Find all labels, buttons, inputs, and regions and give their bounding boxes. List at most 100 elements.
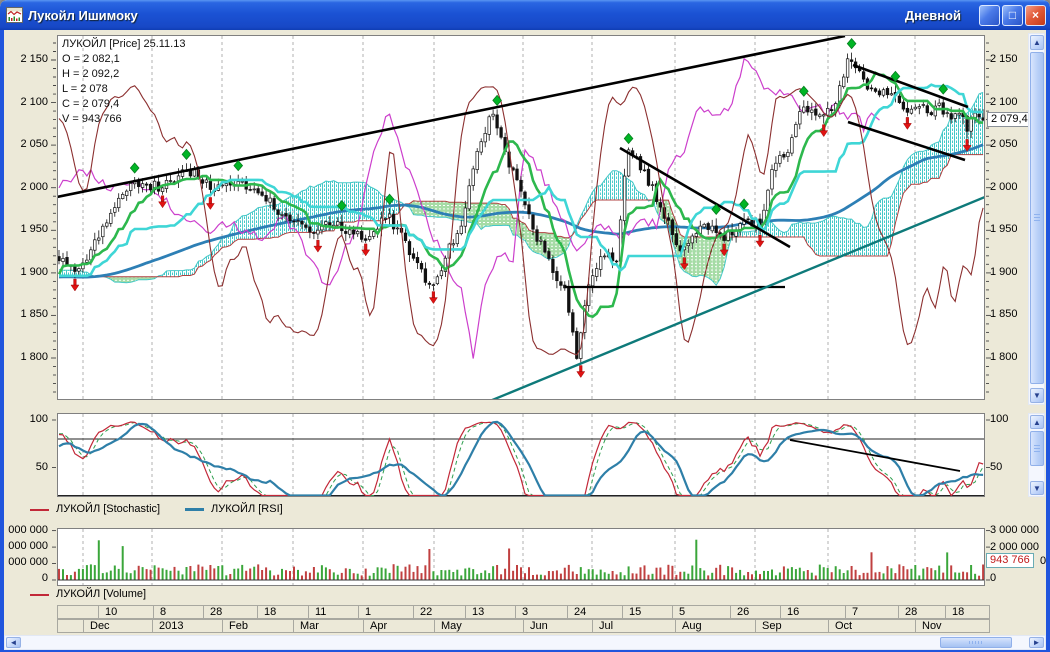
app-icon	[6, 7, 23, 23]
volume-chart-canvas[interactable]	[52, 528, 990, 586]
timeline-day-cell: 24	[567, 605, 622, 619]
timeline-day-cell: 13	[465, 605, 515, 619]
axis-tick-label: 1 950	[20, 223, 48, 236]
buy-signal-icon	[384, 193, 395, 205]
timeline-month-cell: May	[434, 619, 523, 633]
axis-tick-label: 1 850	[990, 308, 1018, 321]
timeline-day-cell: 28	[898, 605, 945, 619]
sell-signal-icon	[70, 278, 80, 292]
arrow-down-icon: ▼	[1033, 483, 1041, 493]
timeline-day-cell: 3	[515, 605, 567, 619]
info-open-line: O = 2 082,1	[62, 53, 120, 65]
sell-signal-icon	[755, 234, 765, 248]
sell-signal-icon	[576, 365, 586, 378]
window-edge-bottom	[0, 649, 1050, 652]
scroll-right-button[interactable]: ►	[1029, 637, 1044, 648]
axis-tick-label: 1 900	[20, 265, 48, 278]
timeline-month-cell: Oct	[828, 619, 915, 633]
axis-tick-label: 2 100	[20, 95, 48, 108]
timeline-day-cell: 18	[257, 605, 308, 619]
timeline-day-cell: 16	[780, 605, 845, 619]
buy-signal-icon	[798, 85, 809, 97]
timeline-day-cell: 5	[672, 605, 730, 619]
buy-signal-icon	[492, 94, 502, 106]
axis-tick-label: 1 800	[20, 350, 48, 363]
price-chart-canvas[interactable]	[51, 35, 991, 400]
buy-signal-icon	[129, 162, 140, 174]
axis-tick-label: 2 150	[20, 53, 48, 65]
stoch-legend-label: ЛУКОЙЛ [Stochastic]	[56, 503, 161, 515]
scroll-up-button[interactable]: ▲	[1030, 415, 1044, 429]
timeline-month-cell: Feb	[222, 619, 293, 633]
axis-tick-label: 2 050	[990, 138, 1018, 151]
timeline-month-cell: Apr	[363, 619, 434, 633]
info-low-line: L = 2 078	[62, 83, 108, 95]
timeline-month-cell: Dec	[83, 619, 152, 633]
thumb-grip	[1034, 444, 1040, 453]
timeline-day-cell: 7	[845, 605, 898, 619]
price-tag: 2 079,4	[987, 112, 1032, 127]
info-close-line: C = 2 079,4	[62, 98, 120, 110]
timeline-day-cell: 22	[413, 605, 465, 619]
axis-tick-label: 0	[41, 571, 48, 584]
close-icon: ×	[1031, 8, 1039, 22]
axis-tick-label: 000 000	[8, 555, 48, 568]
timeline-day-cell: 11	[308, 605, 358, 619]
stoch-legend-dash	[30, 509, 49, 511]
axis-tick-label: 50	[35, 460, 48, 473]
thumb-grip	[969, 641, 983, 644]
arrow-up-icon: ▲	[1033, 417, 1041, 427]
window-edge-right	[1046, 30, 1050, 652]
scroll-up-button[interactable]: ▲	[1030, 35, 1044, 50]
scroll-down-button[interactable]: ▼	[1030, 388, 1044, 403]
stoch-scrollbar-thumb[interactable]	[1030, 431, 1044, 466]
horizontal-scrollbar-thumb[interactable]	[940, 637, 1012, 648]
axis-tick-label: 000 000	[8, 523, 48, 536]
buy-signal-icon	[739, 198, 749, 210]
rsi-legend-dash	[185, 508, 204, 511]
stoch-chart-canvas[interactable]	[52, 413, 990, 497]
sell-signal-icon	[428, 291, 438, 305]
thumb-grip	[1034, 214, 1040, 222]
maximize-button[interactable]: □	[1002, 4, 1023, 26]
buy-signal-icon	[938, 83, 949, 95]
axis-tick-label: 50	[990, 460, 1003, 473]
info-symbol-line: ЛУКОЙЛ [Price] 25.11.13	[62, 38, 186, 50]
timeline-day-cell: 28	[203, 605, 257, 619]
timeline-month-cell: Jul	[592, 619, 675, 633]
timeline-day-cell	[57, 605, 98, 619]
arrow-right-icon: ►	[1032, 638, 1041, 647]
timeline-month-cell: Mar	[293, 619, 363, 633]
sell-signal-icon	[719, 243, 729, 257]
rsi-legend-label: ЛУКОЙЛ [RSI]	[211, 503, 283, 515]
stoch-vertical-scrollbar[interactable]: ▲ ▼	[1028, 413, 1045, 497]
scroll-left-button[interactable]: ◄	[6, 637, 21, 648]
axis-tick-label: 2 000 000	[990, 540, 1039, 553]
horizontal-scrollbar[interactable]: ◄ ►	[4, 635, 1046, 650]
volume-tag: 943 766	[986, 553, 1034, 568]
buy-signal-icon	[623, 132, 634, 145]
price-scrollbar-thumb[interactable]	[1030, 52, 1044, 384]
timeline-day-cell: 8	[153, 605, 203, 619]
axis-tick-label: 100	[990, 413, 1009, 425]
axis-tick-label: 1 950	[990, 223, 1018, 236]
sell-signal-icon	[361, 243, 371, 257]
scroll-down-button[interactable]: ▼	[1030, 481, 1044, 495]
minimize-icon: _	[986, 12, 993, 27]
timeline-day-cell: 1	[358, 605, 413, 619]
axis-tick-label: 1 900	[990, 265, 1018, 278]
price-vertical-scrollbar[interactable]: ▲ ▼	[1028, 33, 1045, 405]
sell-signal-icon	[679, 257, 689, 271]
axis-tick-label: 1 850	[20, 308, 48, 321]
buy-signal-icon	[336, 200, 347, 212]
maximize-icon: □	[1008, 8, 1017, 22]
sell-signal-icon	[158, 195, 168, 209]
axis-tick-label: 2 100	[990, 95, 1018, 108]
titlebar[interactable]: Лукойл Ишимоку Дневной _ □ ×	[0, 0, 1050, 30]
arrow-down-icon: ▼	[1033, 391, 1041, 400]
arrow-up-icon: ▲	[1033, 38, 1041, 47]
close-button[interactable]: ×	[1025, 4, 1046, 26]
axis-tick-label: 1 800	[990, 350, 1018, 363]
minimize-button[interactable]: _	[979, 4, 1000, 27]
